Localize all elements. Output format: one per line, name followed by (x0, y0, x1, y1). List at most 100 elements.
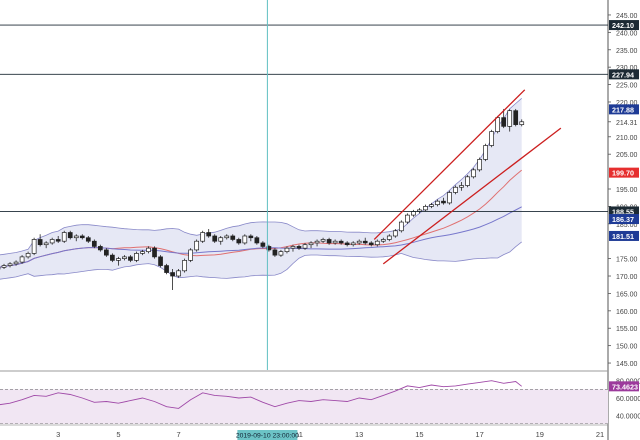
candle[interactable] (429, 202, 434, 209)
candle-body (441, 200, 446, 204)
candle[interactable] (19, 255, 25, 264)
candle[interactable] (49, 237, 55, 245)
candle[interactable] (435, 199, 440, 207)
price-label-box (609, 214, 639, 225)
candle[interactable] (73, 234, 79, 242)
candle[interactable] (302, 242, 308, 250)
candle[interactable] (128, 255, 133, 263)
candle[interactable] (320, 237, 326, 243)
candle[interactable] (501, 108, 507, 129)
price-tick-label: 145.00 (616, 361, 638, 368)
candle[interactable] (61, 230, 67, 243)
trend-lines[interactable] (373, 89, 562, 265)
candle[interactable] (459, 182, 464, 191)
candle[interactable] (477, 157, 482, 172)
candle[interactable] (326, 237, 332, 245)
candle[interactable] (200, 230, 206, 243)
candle[interactable] (314, 239, 320, 247)
candle[interactable] (37, 234, 43, 247)
candle[interactable] (423, 204, 428, 212)
candle[interactable] (79, 234, 85, 240)
candles[interactable] (0, 108, 525, 290)
candle[interactable] (146, 246, 151, 254)
candle[interactable] (284, 246, 290, 254)
candle[interactable] (248, 234, 254, 242)
candle[interactable] (513, 108, 519, 127)
candle[interactable] (25, 251, 31, 259)
candle[interactable] (110, 253, 115, 263)
candle[interactable] (31, 237, 37, 256)
candle[interactable] (374, 239, 380, 247)
candle[interactable] (392, 229, 398, 238)
candle[interactable] (164, 263, 169, 275)
candle[interactable] (350, 241, 356, 247)
candle[interactable] (116, 256, 121, 266)
candle[interactable] (405, 213, 410, 224)
trend-line[interactable] (382, 127, 562, 265)
candle-body (206, 232, 212, 237)
candle[interactable] (447, 190, 452, 205)
candle[interactable] (85, 235, 91, 243)
horizontal-lines[interactable] (0, 24, 608, 212)
candle[interactable] (140, 249, 145, 256)
candle[interactable] (278, 249, 284, 257)
candle[interactable] (1, 263, 7, 270)
candle-body (79, 235, 85, 239)
candle[interactable] (332, 239, 338, 245)
candle[interactable] (453, 185, 458, 195)
candle[interactable] (122, 255, 127, 261)
candle[interactable] (507, 109, 513, 132)
candle[interactable] (368, 241, 374, 247)
candle[interactable] (272, 248, 278, 257)
candle[interactable] (224, 234, 230, 240)
candle[interactable] (489, 129, 494, 148)
candle[interactable] (182, 258, 187, 273)
candle[interactable] (236, 237, 242, 245)
candle[interactable] (380, 237, 386, 243)
candle[interactable] (254, 235, 260, 245)
candle-body (278, 251, 284, 256)
candle[interactable] (67, 230, 73, 240)
candle[interactable] (398, 220, 404, 233)
candle[interactable] (158, 255, 163, 268)
candle[interactable] (362, 237, 368, 245)
candle[interactable] (386, 234, 392, 242)
candle[interactable] (206, 229, 212, 238)
candle[interactable] (43, 241, 49, 249)
candle[interactable] (290, 244, 296, 252)
candle[interactable] (260, 241, 266, 249)
candle[interactable] (152, 246, 157, 259)
candle[interactable] (308, 241, 314, 249)
candle[interactable] (519, 119, 525, 127)
candle[interactable] (134, 251, 139, 263)
candle[interactable] (170, 269, 175, 290)
candle[interactable] (483, 143, 488, 162)
candle[interactable] (338, 239, 344, 245)
time-axis[interactable]: 35791113151719212019-09-10 23:00:00 (0, 424, 608, 440)
candle[interactable] (356, 239, 362, 245)
candle[interactable] (230, 234, 236, 242)
candle[interactable] (344, 241, 350, 247)
candle[interactable] (97, 244, 103, 252)
candle[interactable] (242, 234, 248, 245)
candle[interactable] (441, 197, 446, 205)
price-tick-label: 230.00 (616, 65, 638, 72)
candle-body (97, 246, 103, 251)
candle[interactable] (218, 235, 224, 245)
candle[interactable] (194, 239, 200, 252)
candle[interactable] (104, 248, 109, 257)
trend-line[interactable] (373, 89, 526, 240)
candle[interactable] (188, 248, 193, 263)
candle-body (25, 253, 31, 258)
candle[interactable] (471, 168, 476, 179)
candle[interactable] (465, 175, 470, 188)
candle[interactable] (13, 260, 19, 266)
candle-body (356, 240, 362, 244)
candle[interactable] (176, 269, 181, 278)
candle[interactable] (296, 244, 302, 250)
candle[interactable] (7, 262, 13, 268)
candle[interactable] (55, 235, 61, 243)
candle[interactable] (91, 239, 97, 249)
candle[interactable] (212, 234, 218, 243)
